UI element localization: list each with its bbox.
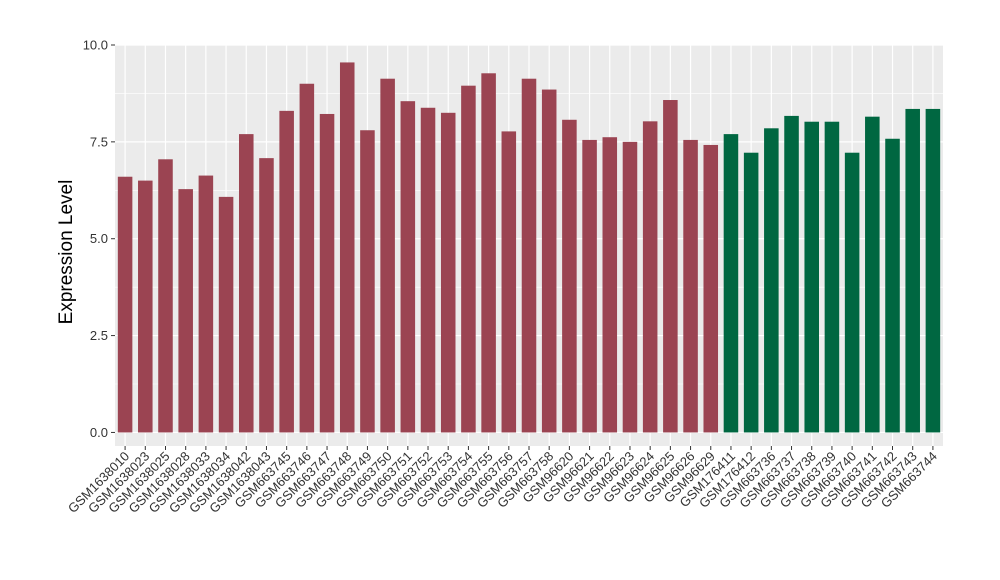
bar-GSM663740 [844,152,860,433]
bar-GSM96625 [663,100,678,433]
bar-GSM1638023 [138,180,153,433]
bar-GSM663753 [440,112,456,433]
bar-GSM96620 [562,119,577,433]
bar-GSM96629 [703,144,719,433]
bar-GSM663752 [420,107,436,433]
y-axis-title: Expression Level [56,180,77,325]
bar-GSM663743 [905,108,920,433]
bar-GSM663748 [339,62,355,433]
bar-GSM96623 [622,141,638,433]
bar-GSM663739 [824,121,840,433]
bar-GSM663747 [319,113,335,433]
bar-GSM96622 [602,137,618,433]
y-tick-label: 10.0 [83,38,108,53]
bar-GSM96624 [642,121,658,433]
bar-GSM663744 [925,108,941,433]
bar-GSM1638043 [259,158,274,433]
bar-GSM663758 [541,89,557,433]
bar-GSM663751 [400,101,416,433]
y-tick-label: 7.5 [90,134,108,149]
bar-GSM1638034 [218,196,234,433]
bar-GSM663746 [299,83,315,433]
bar-GSM663742 [885,138,900,433]
bar-GSM96621 [582,139,597,433]
y-tick-label: 5.0 [90,231,108,246]
bars [117,62,941,433]
bar-GSM176411 [723,134,739,433]
bar-GSM663737 [784,115,799,433]
bar-GSM663738 [804,121,820,433]
bar-GSM176412 [743,152,759,433]
bar-GSM663745 [279,110,294,433]
bar-GSM663754 [461,85,476,433]
bar-GSM1638025 [158,159,173,433]
bar-GSM1638042 [238,134,254,433]
bar-GSM663756 [501,131,517,433]
bar-GSM663736 [764,128,779,433]
bar-GSM663755 [481,73,496,433]
bar-GSM1638033 [198,175,214,433]
x-axis: GSM1638010GSM1638023GSM1638025GSM1638028… [65,446,940,516]
bar-GSM1638010 [117,176,133,433]
bar-GSM663750 [380,78,395,433]
bar-GSM96626 [683,139,698,433]
bar-GSM663757 [521,78,537,433]
y-axis: 0.0 2.5 5.0 7.5 10.0 [83,38,115,440]
bar-GSM663741 [865,116,880,433]
y-tick-label: 0.0 [90,425,108,440]
bar-GSM1638028 [178,189,193,433]
y-tick-label: 2.5 [90,328,108,343]
bar-GSM663749 [360,130,375,433]
